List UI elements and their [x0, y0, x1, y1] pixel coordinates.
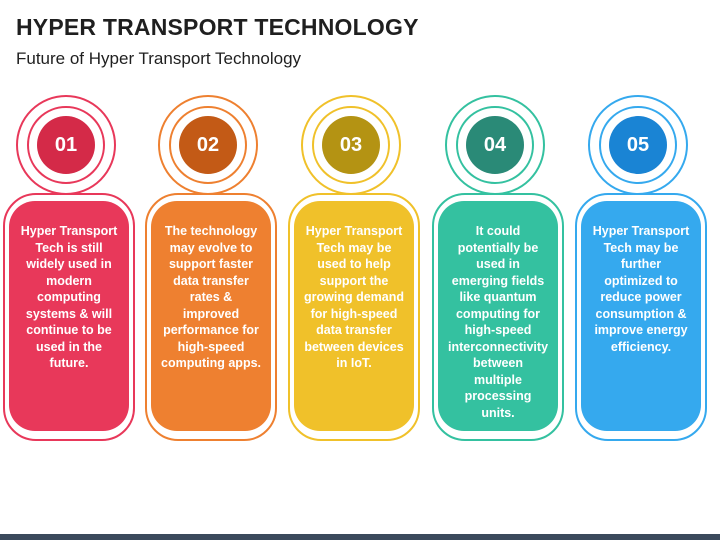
- pill-outline: [432, 193, 564, 441]
- pill-outline: [288, 193, 420, 441]
- pill-outline: [575, 193, 707, 441]
- step-description: Hyper Transport Tech is still widely use…: [9, 201, 129, 431]
- step-description: The technology may evolve to support fas…: [151, 201, 271, 431]
- step-description: Hyper Transport Tech may be further opti…: [581, 201, 701, 431]
- card-outline: [3, 95, 135, 441]
- card-outline: [145, 95, 277, 441]
- page-subtitle: Future of Hyper Transport Technology: [16, 49, 302, 68]
- step-card-2: 02 The technology may evolve to support …: [145, 95, 277, 446]
- inner-ring: [312, 106, 390, 184]
- inner-ring: [169, 106, 247, 184]
- page-title: HYPER TRANSPORT TECHNOLOGY: [16, 14, 419, 40]
- step-card-3: 03 Hyper Transport Tech may be used to h…: [288, 95, 420, 446]
- card-outline: [575, 95, 707, 441]
- step-number-badge: 03: [322, 116, 380, 174]
- step-number-badge: 02: [179, 116, 237, 174]
- card-outline: [288, 95, 420, 441]
- step-card-1: 01 Hyper Transport Tech is still widely …: [3, 95, 135, 446]
- inner-ring: [599, 106, 677, 184]
- step-card-4: 04 It could potentially be used in emerg…: [432, 95, 564, 446]
- step-number-badge: 05: [609, 116, 667, 174]
- bottom-bar: [0, 534, 720, 540]
- step-number-badge: 01: [37, 116, 95, 174]
- inner-ring: [456, 106, 534, 184]
- inner-ring: [27, 106, 105, 184]
- step-card-5: 05 Hyper Transport Tech may be further o…: [575, 95, 707, 446]
- pill-outline: [145, 193, 277, 441]
- card-outline: [432, 95, 564, 441]
- step-description: It could potentially be used in emerging…: [438, 201, 558, 431]
- step-number-badge: 04: [466, 116, 524, 174]
- pill-outline: [3, 193, 135, 441]
- step-description: Hyper Transport Tech may be used to help…: [294, 201, 414, 431]
